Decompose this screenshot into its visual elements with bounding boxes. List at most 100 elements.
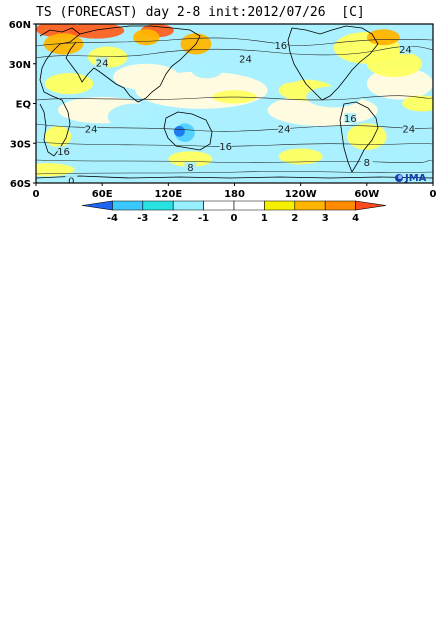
coastline-south-america	[339, 101, 379, 173]
isotherm-tropical	[36, 95, 433, 101]
lon-label: 180	[224, 189, 245, 200]
colorbar-tick-label: -4	[107, 213, 118, 224]
coastline-asia	[65, 25, 201, 103]
contour-label: 16	[274, 41, 287, 52]
contour-label-bg	[96, 57, 109, 68]
colorbar-tick-label: 3	[322, 213, 329, 224]
lat-label: 60S	[10, 179, 31, 190]
contour-label: 24	[239, 54, 252, 65]
anomaly-patch	[278, 148, 323, 165]
contour-label-bg	[239, 53, 252, 64]
lon-label: 0	[430, 189, 437, 200]
colorbar-tick-label: -2	[168, 213, 179, 224]
contour-label-bg	[274, 40, 287, 51]
jma-logo-highlight	[398, 175, 402, 179]
colorbar-tick-label: 0	[231, 213, 238, 224]
contour-label: 8	[364, 158, 370, 169]
anomaly-patch	[245, 57, 312, 84]
lat-label: 30S	[10, 139, 31, 150]
lon-label: 0	[33, 189, 40, 200]
colorbar-segment	[324, 200, 356, 211]
contour-label: 24	[402, 125, 415, 136]
neutral-region	[113, 63, 180, 91]
contour-label-bg	[184, 162, 197, 173]
anomaly-patch	[43, 33, 84, 55]
contour-label: 16	[344, 114, 357, 125]
anomaly-patch	[191, 62, 223, 79]
anomaly-patch	[44, 126, 72, 148]
colorbar-tick-label: 4	[352, 213, 359, 224]
anomaly-patch	[372, 152, 428, 174]
contour-label-bg	[360, 156, 373, 167]
coastlines	[36, 25, 433, 179]
colorbar-segment	[172, 200, 204, 211]
isotherm-16-north	[36, 37, 433, 47]
jma-logo-text: JMA	[404, 173, 427, 184]
lat-label: EQ	[16, 100, 31, 111]
map-title: TS (FORECAST) day 2-8 init:2012/07/26 [C…	[36, 5, 365, 20]
lat-label: 60N	[9, 20, 31, 31]
contour-label-bg	[57, 146, 70, 157]
lon-label: 120W	[285, 189, 317, 200]
temperature-contours	[36, 37, 433, 175]
lon-label: 60W	[354, 189, 379, 200]
colorbar-tick-label: -3	[137, 213, 148, 224]
contour-label-bg	[219, 140, 232, 151]
colorbar-segment	[355, 200, 387, 211]
colorbar-tick-label: -1	[198, 213, 209, 224]
colorbar: -4 -3 -2 -1 0 1 2 3 4	[81, 200, 387, 224]
contour-label: 8	[187, 163, 193, 174]
contour-label: 16	[57, 147, 70, 158]
anomaly-patch	[173, 126, 185, 137]
anomaly-patch	[366, 50, 422, 77]
isotherm-0-south	[36, 171, 433, 175]
lon-label: 120E	[154, 189, 182, 200]
anomaly-patch	[402, 95, 433, 112]
contour-label: 24	[96, 58, 109, 69]
coastline-africa-europe	[39, 27, 81, 157]
contour-label-bg	[399, 44, 412, 55]
anomaly-patch	[107, 103, 163, 130]
anomaly-patch	[69, 24, 125, 39]
isotherm-8-south	[36, 159, 433, 163]
coastline-australia	[163, 111, 213, 151]
isotherm-24-north	[36, 45, 433, 59]
colorbar-segment	[142, 200, 174, 211]
colorbar-tick-label: 2	[291, 213, 298, 224]
contour-label-bg	[65, 175, 78, 183]
coastline-north-america	[287, 25, 379, 101]
contour-label-bg	[85, 123, 98, 134]
anomaly-patch	[44, 73, 94, 95]
contour-label: 0	[68, 176, 74, 187]
anomaly-patch	[306, 86, 362, 108]
anomaly-patch	[168, 151, 213, 168]
contour-label: 24	[399, 45, 412, 56]
anomaly-shading	[36, 24, 433, 177]
contour-label-bg	[402, 123, 415, 134]
colorbar-segment	[233, 200, 265, 211]
colorbar-segment	[294, 200, 326, 211]
contour-label: 24	[85, 125, 98, 136]
latitude-labels: 60N 30N EQ 30S 60S	[9, 20, 36, 190]
anomaly-patch	[91, 155, 147, 172]
colorbar-segment	[81, 200, 113, 211]
contour-label-bg	[344, 113, 357, 124]
colorbar-tick-label: 1	[261, 213, 268, 224]
anomaly-patch	[36, 163, 75, 177]
anomaly-patch	[133, 29, 160, 46]
contour-label: 24	[278, 125, 291, 136]
colorbar-segment	[112, 200, 144, 211]
isotherm-16-south	[36, 141, 433, 147]
colorbar-segment	[203, 200, 235, 211]
lat-label: 30N	[9, 60, 31, 71]
lon-label: 60E	[92, 189, 113, 200]
colorbar-segment	[264, 200, 296, 211]
anomaly-patch	[212, 90, 257, 104]
coastline-antarctica	[36, 175, 433, 179]
contour-label: 16	[219, 142, 232, 153]
contour-labels: 16 24 24 24 24 24 24 16 16 16 8 8 0	[57, 40, 415, 187]
longitude-labels: 0 60E 120E 180 120W 60W 0	[33, 183, 437, 200]
jma-logo: JMA	[395, 173, 427, 184]
map-plot-area: 16 24 24 24 24 24 24 16 16 16 8 8 0 JMA	[36, 24, 433, 187]
